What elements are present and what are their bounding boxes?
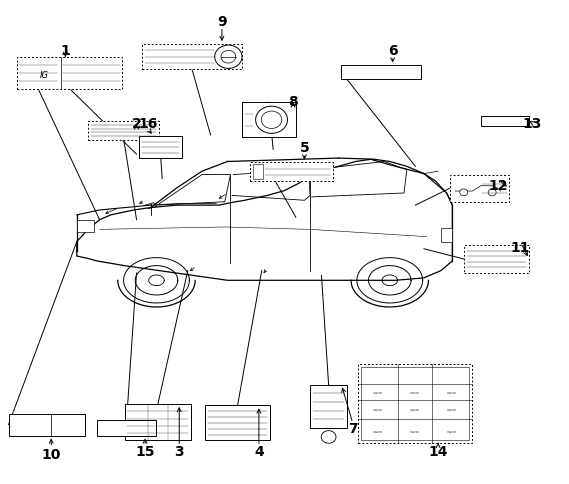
Bar — [253, 165, 263, 180]
Text: 1: 1 — [60, 44, 71, 58]
Text: 10: 10 — [42, 447, 61, 461]
Text: 7: 7 — [348, 422, 357, 435]
Circle shape — [460, 190, 468, 197]
Bar — [250, 163, 333, 182]
Bar — [481, 117, 529, 127]
Bar — [341, 66, 421, 80]
Text: 12: 12 — [488, 179, 508, 192]
Text: 8: 8 — [288, 95, 298, 108]
Bar — [77, 220, 94, 232]
Text: 13: 13 — [522, 117, 542, 130]
Circle shape — [221, 51, 236, 64]
Text: www: www — [410, 390, 420, 394]
Circle shape — [321, 431, 336, 443]
Bar — [125, 404, 191, 440]
Text: 5: 5 — [299, 141, 310, 154]
Text: 3: 3 — [175, 444, 184, 458]
Text: www: www — [373, 390, 384, 394]
Bar — [242, 103, 296, 138]
Bar — [361, 367, 469, 440]
Text: www: www — [447, 408, 457, 411]
Bar — [142, 45, 242, 70]
Text: 14: 14 — [428, 444, 448, 458]
Bar — [88, 122, 159, 140]
Bar — [358, 364, 472, 443]
Text: www: www — [373, 429, 384, 433]
Circle shape — [488, 190, 496, 197]
Text: 11: 11 — [511, 241, 530, 255]
Bar — [310, 385, 347, 428]
Bar — [450, 176, 509, 202]
Bar — [205, 406, 270, 440]
Text: 15: 15 — [135, 444, 155, 458]
Text: 9: 9 — [217, 15, 226, 29]
Bar — [17, 58, 122, 90]
Bar — [441, 228, 452, 242]
Text: www: www — [447, 390, 457, 394]
Circle shape — [261, 112, 282, 129]
Bar — [97, 420, 156, 436]
Text: www: www — [410, 429, 420, 433]
Circle shape — [255, 107, 287, 134]
Text: IG: IG — [40, 71, 49, 79]
Text: 2: 2 — [131, 117, 142, 130]
Bar — [139, 137, 182, 159]
Bar — [464, 245, 529, 273]
Text: 6: 6 — [388, 44, 397, 58]
Text: www: www — [447, 429, 457, 433]
Text: 4: 4 — [254, 444, 264, 458]
Text: www: www — [373, 408, 384, 411]
Text: www: www — [410, 408, 420, 411]
Circle shape — [215, 46, 242, 69]
Bar — [9, 414, 85, 436]
Text: 16: 16 — [138, 117, 158, 130]
